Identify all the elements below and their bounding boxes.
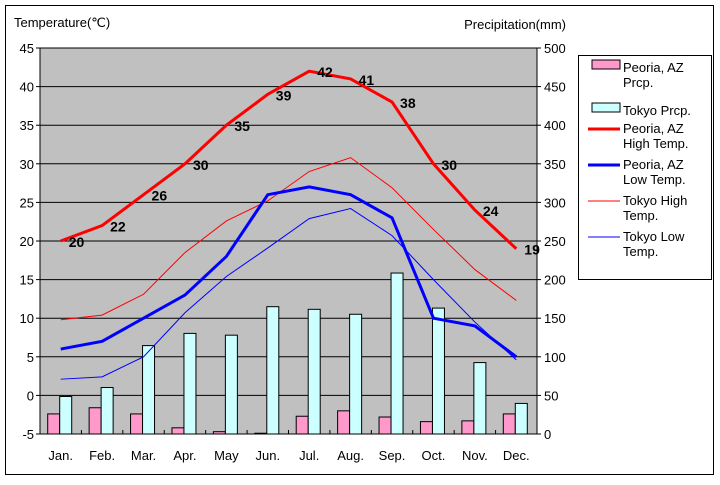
bar-peoria-prcp [130, 413, 144, 435]
bar-tokyo-prcp [224, 334, 238, 435]
legend-label: Temp. [623, 208, 658, 223]
data-label: 35 [234, 118, 250, 134]
bar-peoria-prcp [212, 431, 226, 435]
line-tokyo-low-temp- [60, 208, 517, 380]
x-tick-label: Apr. [173, 448, 196, 463]
right-tick-label: 250 [544, 234, 566, 249]
bar-peoria-prcp [254, 432, 268, 435]
right-tick-label: 500 [544, 41, 566, 56]
right-tick-label: 300 [544, 195, 566, 210]
data-label: 38 [400, 95, 416, 111]
legend-label: Peoria, AZ [623, 60, 684, 75]
data-label: 42 [317, 64, 333, 80]
right-tick-label: 450 [544, 80, 566, 95]
data-label: 41 [359, 72, 375, 88]
right-tick-label: 400 [544, 118, 566, 133]
x-tick-label: May [214, 448, 239, 463]
data-label: 22 [110, 219, 126, 235]
bar-peoria-prcp [461, 420, 475, 435]
x-tick-label: Aug. [337, 448, 364, 463]
right-tick-label: 0 [544, 427, 551, 442]
legend-label: Tokyo Prcp. [623, 103, 691, 118]
x-tick-label: Jul. [299, 448, 319, 463]
legend-label: Prcp. [623, 75, 653, 90]
data-label: 19 [524, 242, 540, 258]
left-tick-label: 10 [20, 311, 34, 326]
left-tick-label: 20 [20, 234, 34, 249]
legend-label: Temp. [623, 244, 658, 259]
left-tick-label: 15 [20, 273, 34, 288]
x-tick-label: Jun. [256, 448, 281, 463]
bar-tokyo-prcp [514, 402, 528, 435]
bar-peoria-prcp [337, 410, 351, 435]
legend-label: Tokyo Low [623, 229, 685, 244]
left-tick-label: 0 [27, 388, 34, 403]
x-tick-label: Mar. [131, 448, 156, 463]
left-axis-label: Temperature(℃) [14, 15, 110, 30]
bar-peoria-prcp [419, 421, 433, 435]
line-peoria-az-low-temp- [60, 185, 518, 359]
left-tick-label: 40 [20, 80, 34, 95]
x-tick-label: Jan. [48, 448, 73, 463]
bar-tokyo-prcp [59, 395, 73, 435]
data-label: 30 [193, 157, 209, 173]
right-tick-label: 150 [544, 311, 566, 326]
bar-tokyo-prcp [349, 313, 363, 435]
bar-peoria-prcp [502, 413, 516, 435]
left-tick-label: 30 [20, 157, 34, 172]
legend-label: Peoria, AZ [623, 157, 684, 172]
bar-peoria-prcp [171, 427, 185, 435]
bar-peoria-prcp [295, 415, 309, 435]
data-label: 26 [152, 188, 168, 204]
bar-tokyo-prcp [183, 332, 197, 435]
x-tick-label: Dec. [503, 448, 530, 463]
legend [578, 55, 712, 280]
x-tick-label: Feb. [89, 448, 115, 463]
legend-label: High Temp. [623, 136, 689, 151]
data-label: 30 [441, 157, 457, 173]
bar-peoria-prcp [88, 407, 102, 435]
bar-peoria-prcp [47, 413, 61, 435]
bar-tokyo-prcp [473, 362, 487, 435]
line-tokyo-high-temp- [60, 157, 517, 321]
legend-swatch [591, 102, 621, 113]
x-tick-label: Oct. [422, 448, 446, 463]
right-tick-label: 100 [544, 350, 566, 365]
left-tick-label: 25 [20, 195, 34, 210]
legend-box [578, 55, 712, 280]
line-peoria-az-high-temp- [60, 69, 518, 250]
left-tick-label: 5 [27, 350, 34, 365]
bar-tokyo-prcp [390, 272, 404, 435]
legend-label: Low Temp. [623, 172, 686, 187]
left-tick-label: -5 [22, 427, 34, 442]
bar-tokyo-prcp [100, 387, 114, 435]
bar-tokyo-prcp [142, 345, 156, 435]
data-label: 24 [483, 203, 499, 219]
right-tick-label: 200 [544, 273, 566, 288]
left-tick-label: 35 [20, 118, 34, 133]
bar-tokyo-prcp [307, 308, 321, 435]
bar-peoria-prcp [378, 416, 392, 435]
legend-label: Peoria, AZ [623, 121, 684, 136]
data-label: 20 [69, 234, 85, 250]
legend-label: Tokyo High [623, 193, 687, 208]
legend-swatch [591, 59, 621, 70]
right-tick-label: 350 [544, 157, 566, 172]
bar-tokyo-prcp [266, 306, 280, 435]
data-label: 39 [276, 87, 292, 103]
x-tick-label: Sep. [379, 448, 406, 463]
right-tick-label: 50 [544, 388, 558, 403]
x-tick-label: Nov. [462, 448, 488, 463]
bar-tokyo-prcp [431, 307, 445, 435]
right-axis-label: Precipitation(mm) [464, 17, 566, 32]
left-tick-label: 45 [20, 41, 34, 56]
